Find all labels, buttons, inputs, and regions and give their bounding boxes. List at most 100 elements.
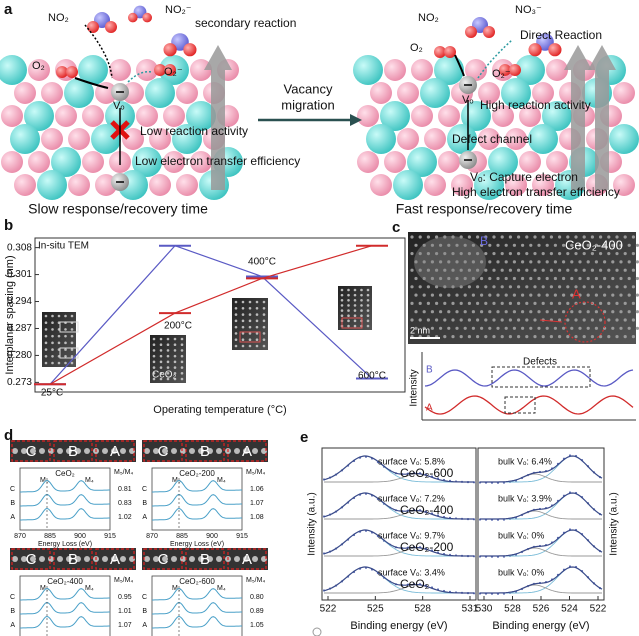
- label: CeO₂-200: [400, 540, 454, 554]
- defect-region: [414, 236, 486, 288]
- x-tick-label: 870: [14, 533, 26, 540]
- lattice-dot: [111, 448, 117, 454]
- label: B: [10, 500, 15, 507]
- lattice-atom: [145, 78, 175, 108]
- lattice-atom: [176, 82, 198, 104]
- label: O₂: [410, 42, 423, 54]
- lattice-dot: [451, 268, 455, 272]
- lattice-dot: [439, 243, 443, 247]
- lattice-dot: [570, 293, 574, 297]
- lattice-dot: [463, 310, 467, 314]
- lattice-dot: [84, 448, 90, 454]
- lattice-dot: [549, 235, 554, 239]
- lattice-dot: [459, 285, 463, 289]
- lattice-dot: [262, 338, 266, 342]
- lattice-dot: [529, 276, 533, 281]
- lattice-dot: [422, 260, 426, 264]
- lattice-atom: [546, 151, 568, 173]
- lattice-dot: [623, 252, 627, 256]
- lattice-dot: [152, 360, 156, 364]
- lattice-dot: [504, 326, 508, 330]
- lattice-atom: [424, 128, 446, 150]
- atom: [509, 64, 521, 76]
- atom: [483, 26, 495, 38]
- lattice-atom: [28, 151, 50, 173]
- label: A: [426, 403, 433, 414]
- category-label: 25°C: [41, 388, 63, 399]
- lattice-dot: [631, 268, 636, 272]
- lattice-dot: [44, 321, 48, 325]
- atom: [499, 64, 511, 76]
- lattice-dot: [517, 268, 521, 272]
- lattice-dot: [152, 354, 156, 358]
- lattice-dot: [173, 354, 177, 358]
- lattice-dot: [173, 371, 177, 375]
- lattice-dot: [144, 448, 150, 454]
- lattice-dot: [463, 243, 467, 247]
- lattice-atom: [132, 147, 162, 177]
- fit-envelope: [480, 566, 603, 594]
- lattice-dot: [545, 276, 549, 281]
- region-box: [185, 548, 225, 570]
- lattice-dot: [198, 556, 204, 562]
- lattice-dot: [347, 298, 350, 302]
- label: Intensity (a.u.): [609, 492, 620, 555]
- lattice-dot: [521, 276, 525, 281]
- lattice-dot: [594, 276, 599, 281]
- lattice-dot: [529, 310, 533, 314]
- x-tick-label: 900: [206, 533, 218, 540]
- atom: [528, 43, 542, 57]
- x-tick-label: 915: [104, 533, 116, 540]
- lattice-dot: [180, 366, 184, 369]
- lattice-dot: [430, 326, 434, 330]
- lattice-atom: [55, 105, 77, 127]
- lattice-dot: [480, 276, 484, 281]
- atom: [163, 43, 177, 57]
- label: B: [142, 500, 147, 507]
- lattice-dot: [180, 354, 184, 358]
- lattice-dot: [159, 349, 163, 352]
- lattice-dot: [541, 285, 545, 289]
- lattice-dot: [623, 335, 627, 339]
- lattice-dot: [590, 285, 595, 289]
- lattice-atom: [451, 174, 473, 196]
- lattice-dot: [180, 371, 184, 375]
- lattice-dot: [627, 260, 631, 264]
- lattice-atom: [613, 82, 635, 104]
- lattice-dot: [492, 252, 496, 256]
- lattice-atom: [424, 174, 446, 196]
- atom: [142, 12, 152, 23]
- label: B: [10, 608, 15, 615]
- lattice-dot: [426, 268, 430, 272]
- label: CeO₂-600: [400, 466, 454, 480]
- lattice-dot: [152, 343, 156, 347]
- lattice-dot: [418, 318, 422, 322]
- lattice-dot: [159, 360, 163, 364]
- arrowhead: [350, 114, 362, 126]
- lattice-dot: [152, 377, 156, 381]
- lattice-dot: [57, 556, 63, 562]
- atom: [87, 21, 99, 33]
- lattice-dot: [353, 293, 357, 297]
- category-label: 200°C: [164, 321, 192, 332]
- label: a: [4, 1, 13, 18]
- lattice-dot: [508, 235, 512, 239]
- lattice-dot: [443, 335, 447, 339]
- lattice-dot: [418, 301, 422, 305]
- lattice-dot: [418, 252, 422, 256]
- label: O₂: [32, 60, 45, 72]
- lattice-dot: [590, 335, 595, 339]
- lattice-dot: [607, 252, 611, 256]
- lattice-dot: [166, 377, 170, 381]
- lattice-dot: [574, 268, 578, 272]
- lattice-dot: [558, 268, 562, 272]
- lattice-dot: [241, 325, 245, 329]
- lattice-dot: [599, 252, 603, 256]
- lattice-atom: [82, 105, 104, 127]
- label: Vₒ: [462, 94, 474, 106]
- lattice-dot: [635, 293, 639, 297]
- lattice-dot: [241, 313, 245, 316]
- lattice-atom: [10, 124, 40, 154]
- lattice-dot: [476, 252, 480, 256]
